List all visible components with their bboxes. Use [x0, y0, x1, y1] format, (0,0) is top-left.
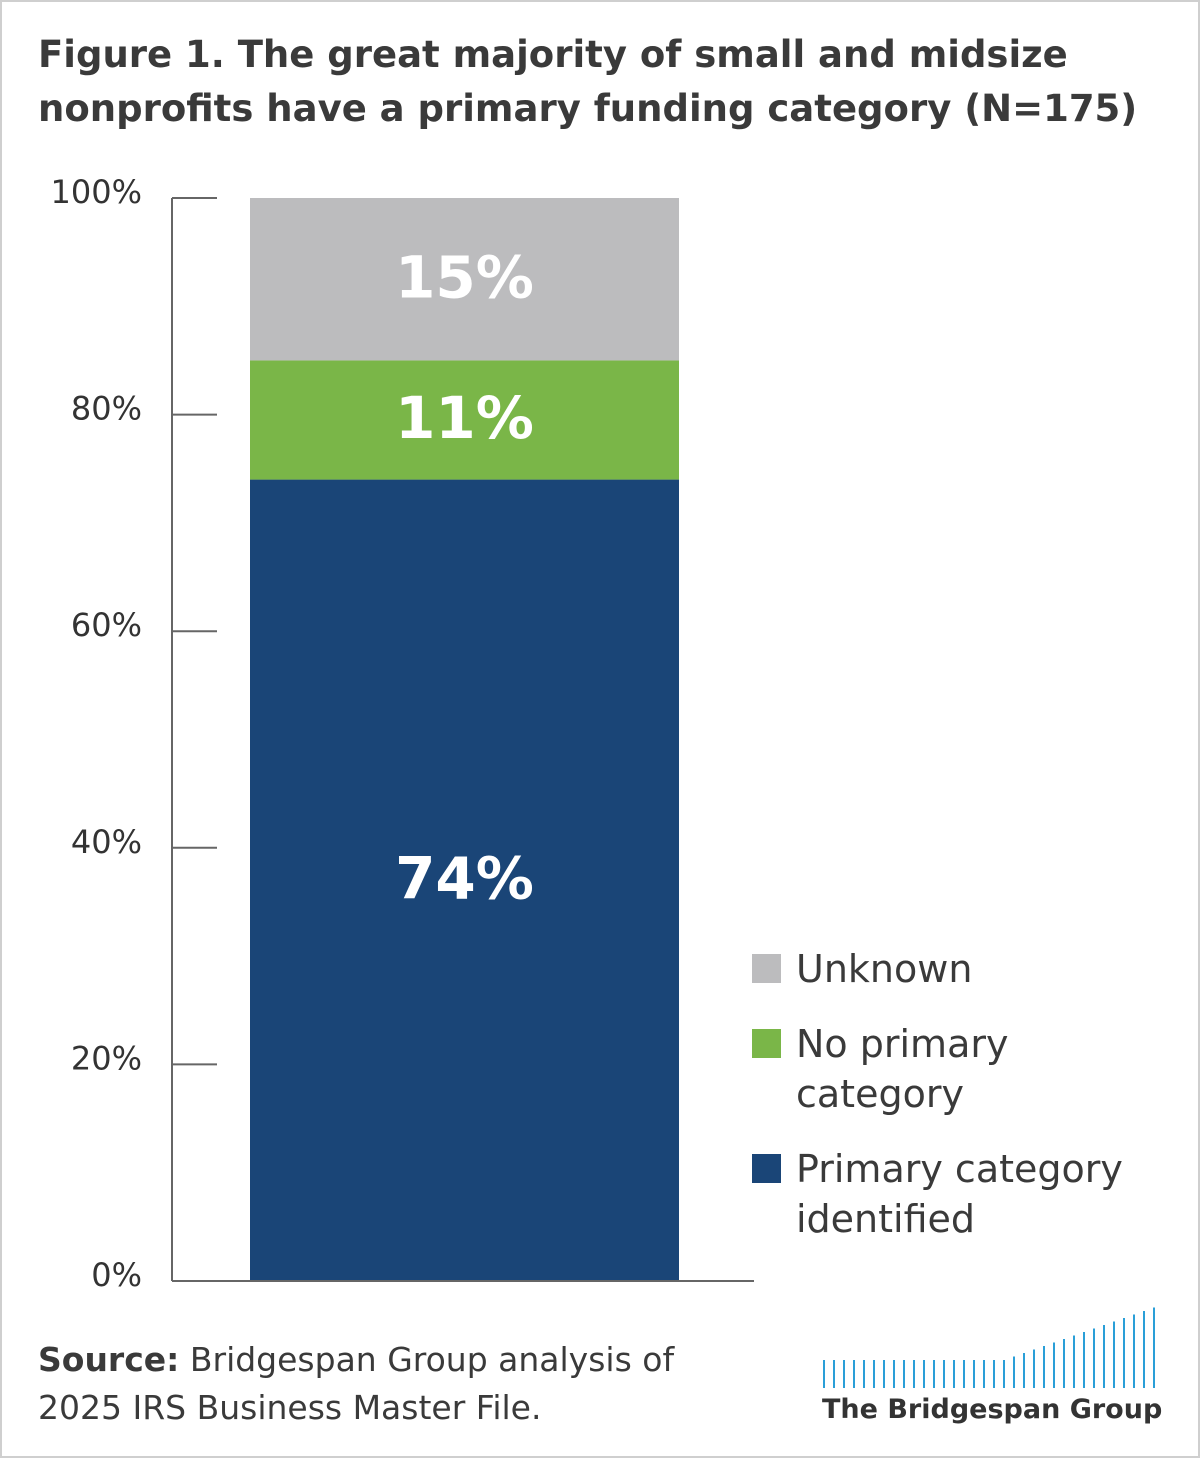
- source: Source: Bridgespan Group analysis of 202…: [38, 1336, 718, 1432]
- source-text: Bridgespan Group analysis of 2025 IRS Bu…: [38, 1340, 675, 1427]
- logo-text: The Bridgespan Group: [822, 1394, 1163, 1425]
- legend-swatch: [752, 954, 781, 983]
- chart-title: Figure 1. The great majority of small an…: [38, 33, 1138, 130]
- data-label: 74%: [395, 844, 534, 912]
- y-tick-label: 0%: [91, 1256, 142, 1294]
- y-tick-label: 40%: [71, 823, 142, 861]
- bar-segment: [250, 479, 679, 1282]
- legend-label: Primary category identified: [796, 1147, 1123, 1241]
- legend-swatch: [752, 1029, 781, 1058]
- bar-segment: [250, 360, 679, 480]
- y-tick-label: 20%: [71, 1039, 142, 1077]
- legend-swatch: [752, 1154, 781, 1183]
- legend-label: No primary category: [796, 1022, 1009, 1116]
- legend-label: Unknown: [796, 947, 973, 991]
- data-label: 11%: [395, 384, 534, 452]
- source-label: Source:: [38, 1340, 180, 1379]
- y-tick-label: 60%: [71, 606, 142, 644]
- bar-segment: [250, 198, 679, 361]
- data-label: 15%: [395, 243, 534, 311]
- y-tick-label: 80%: [71, 390, 142, 428]
- y-tick-label: 100%: [51, 173, 142, 211]
